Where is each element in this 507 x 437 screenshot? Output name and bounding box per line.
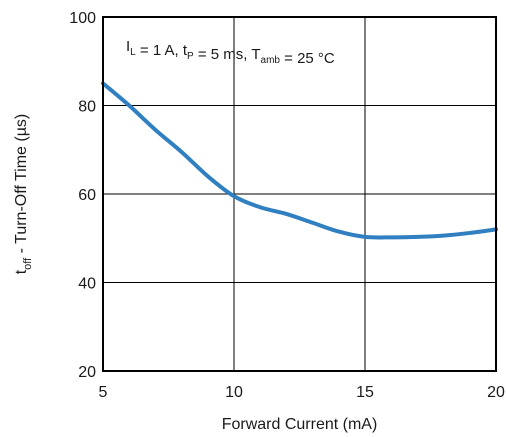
y-tick-label-80: 80 [78,99,96,116]
annotation-part-3: = 25 °C [280,50,335,67]
y-axis-title: toff - Turn-Off Time (µs) [13,114,34,275]
y-tick-label-20: 20 [78,364,96,381]
y-tick-label-100: 100 [69,10,96,27]
series-layer [101,81,498,240]
annotation-part-2: = 5 ms, T [194,46,261,63]
y-tick-label-60: 60 [78,187,96,204]
y-tick-label-40: 40 [78,276,96,293]
conditions-annotation: IL = 1 A, tP = 5 ms, Tamb = 25 °C [126,38,335,67]
grid-lines [103,17,496,371]
y-tick-labels: 20 40 60 80 100 [69,10,96,381]
annotation-sub-0: L [130,47,136,58]
x-tick-label-15: 15 [356,384,374,401]
plot-frame [102,16,497,372]
annotation-part-1: = 1 A, t [136,42,188,59]
x-axis-title: Forward Current (mA) [222,416,378,433]
x-tick-labels: 5 10 15 20 [99,384,505,401]
x-tick-label-5: 5 [99,384,108,401]
annotation-part-0: I [126,38,130,55]
y-axis-title-sub: off [22,257,34,270]
series-line-0 [101,81,498,240]
annotation-sub-1: P [187,51,194,62]
y-axis-title-rest: - Turn-Off Time (µs) [13,114,30,258]
x-tick-label-10: 10 [225,384,243,401]
annotation-sub-2: amb [261,55,281,66]
y-axis-title-main: t [13,269,30,274]
x-tick-label-20: 20 [487,384,505,401]
